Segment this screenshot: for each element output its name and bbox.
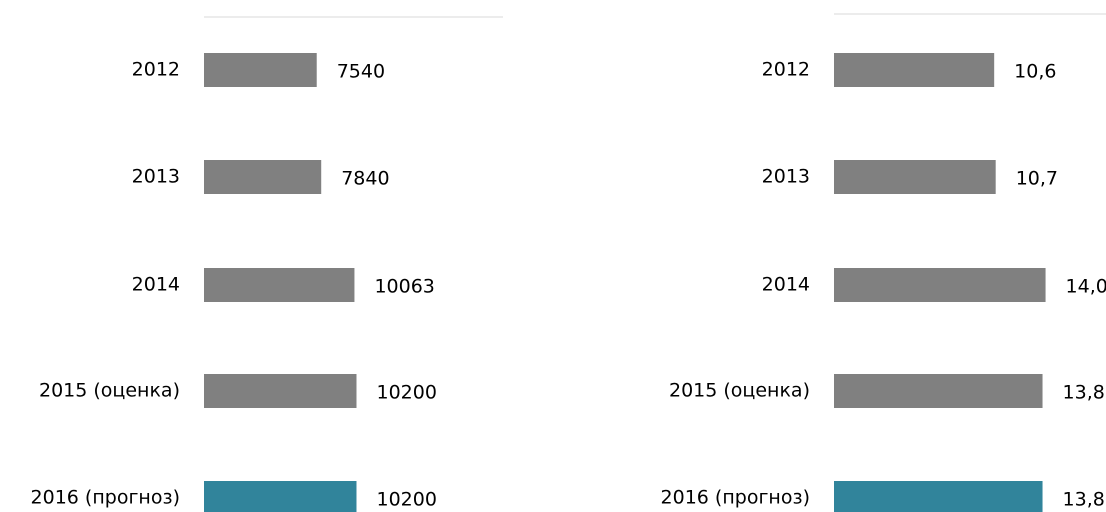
bar (204, 160, 322, 194)
category-label: 2015 (оценка) (39, 380, 180, 402)
bar (834, 160, 996, 194)
value-label: 10,7 (1016, 168, 1058, 190)
value-label: 10,6 (1014, 61, 1056, 83)
category-label: 2013 (132, 166, 180, 188)
category-label: 2012 (132, 59, 180, 81)
value-label: 13,8 (1063, 489, 1105, 511)
bar (204, 374, 357, 408)
value-label: 7840 (341, 168, 389, 190)
bar (204, 481, 357, 512)
bar (204, 268, 355, 302)
value-label: 13,8 (1063, 382, 1105, 404)
category-label: 2014 (762, 274, 810, 296)
category-label: 2014 (132, 274, 180, 296)
bar (834, 374, 1043, 408)
value-label: 14,0 (1066, 276, 1106, 298)
bar (834, 481, 1043, 512)
category-label: 2016 (прогноз) (31, 487, 180, 509)
value-label: 10200 (376, 382, 436, 404)
bar (204, 53, 317, 87)
category-label: 2013 (762, 166, 810, 188)
bar (834, 53, 995, 87)
value-label: 10200 (376, 489, 436, 511)
bar (834, 268, 1046, 302)
value-label: 10063 (374, 276, 434, 298)
category-label: 2012 (762, 59, 810, 81)
value-label: 7540 (337, 61, 385, 83)
category-label: 2016 (прогноз) (661, 487, 810, 509)
category-label: 2015 (оценка) (669, 380, 810, 402)
